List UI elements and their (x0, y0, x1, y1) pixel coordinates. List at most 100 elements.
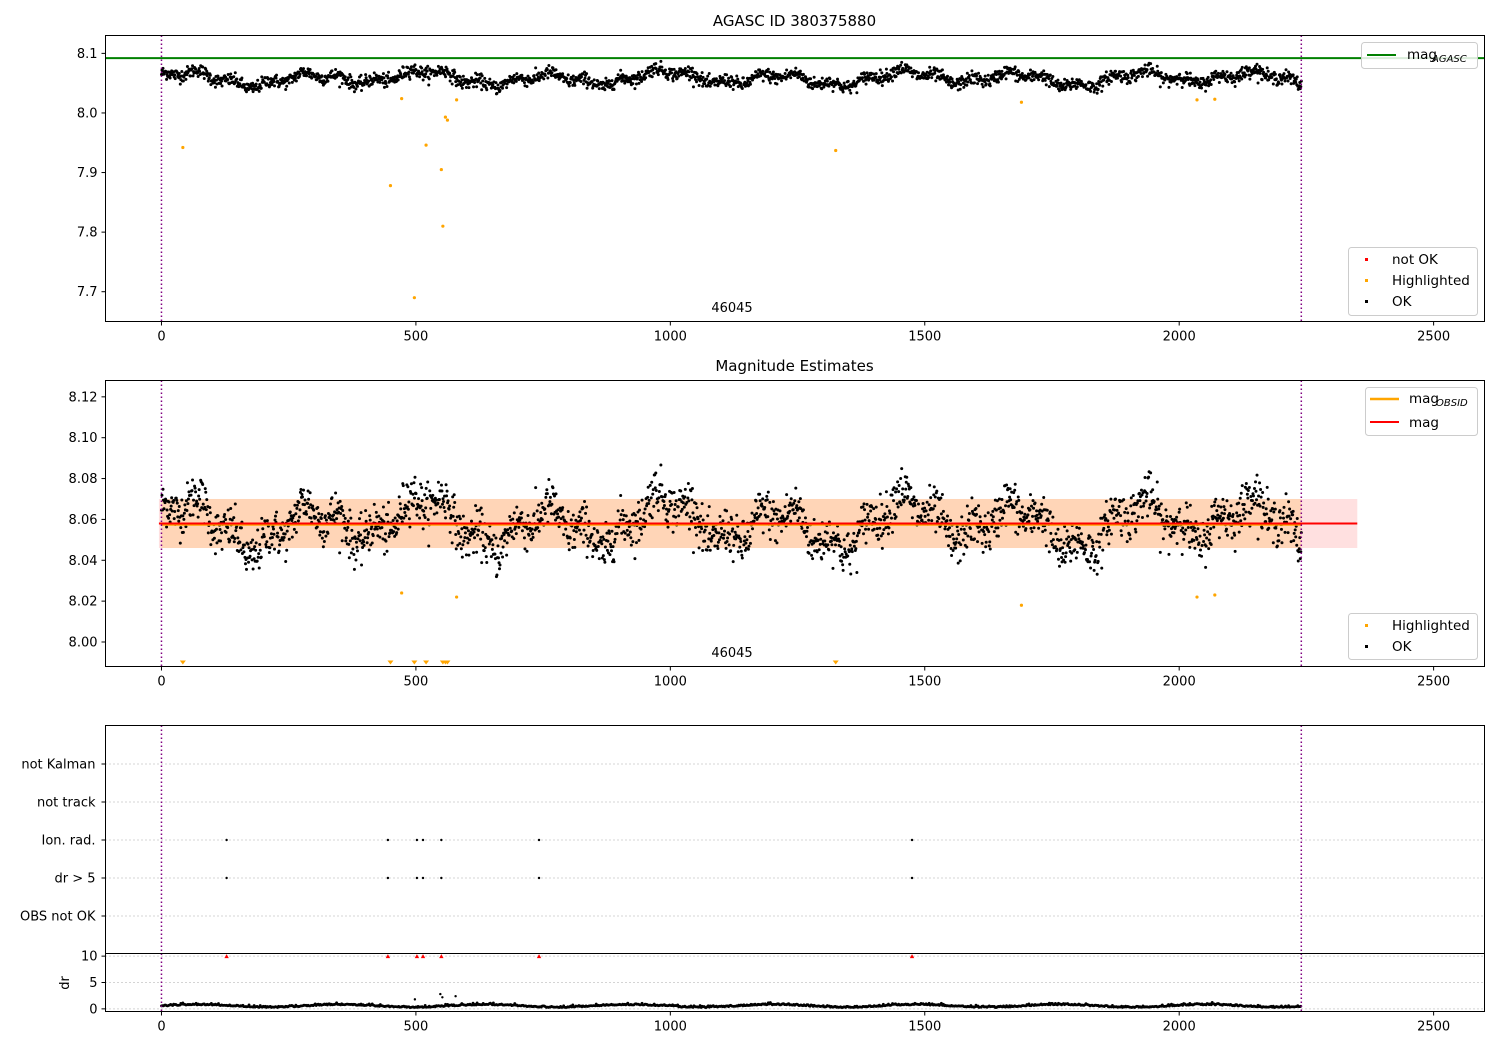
ok-point (1210, 71, 1214, 75)
ok-point (662, 499, 666, 503)
ok-point (207, 76, 211, 80)
ok-point (189, 493, 193, 497)
p2-ytick-label: 8.06 (69, 513, 98, 528)
ok-point (1104, 499, 1108, 503)
ok-point (1096, 559, 1100, 563)
ok-point (446, 499, 450, 503)
ok-point (470, 76, 474, 80)
ok-point (1197, 541, 1201, 545)
ok-point (637, 81, 641, 85)
ok-point (899, 477, 903, 481)
ok-point (739, 539, 743, 543)
ok-point (220, 531, 224, 535)
ok-point (855, 571, 859, 575)
highlighted-point (1195, 595, 1199, 599)
ok-point (568, 536, 572, 540)
ok-point (608, 542, 612, 546)
ok-point (1293, 528, 1297, 532)
ok-point (1279, 527, 1283, 531)
ok-point (550, 502, 554, 506)
ok-point (584, 533, 588, 537)
ok-point (352, 567, 356, 571)
ok-point (581, 506, 585, 510)
ok-point (791, 508, 795, 512)
flag-category-label: Ion. rad. (42, 834, 96, 849)
ok-point (775, 82, 779, 86)
ok-point (1158, 85, 1162, 89)
ok-point (1144, 499, 1148, 503)
ok-point (801, 508, 805, 512)
ok-point (395, 519, 399, 523)
ok-point (816, 538, 820, 542)
ok-point (768, 81, 772, 85)
ok-point (1120, 533, 1124, 537)
ok-point (627, 533, 631, 537)
ok-point (265, 519, 269, 523)
ok-point (895, 487, 899, 491)
ok-point (287, 537, 291, 541)
ok-point (583, 76, 587, 80)
ok-point (420, 499, 424, 503)
ok-point (1109, 532, 1113, 536)
p1-ytick-label: 7.7 (77, 285, 98, 300)
ok-point (495, 91, 499, 95)
ok-point (880, 71, 884, 75)
ok-point (429, 72, 433, 76)
ok-point (1202, 528, 1206, 532)
ok-point (945, 74, 949, 78)
ok-point (288, 510, 292, 514)
ok-point (867, 527, 871, 531)
ok-point (1191, 528, 1195, 532)
ok-point (864, 527, 868, 531)
ok-point (892, 486, 896, 490)
ok-point (874, 517, 878, 521)
ok-point (1260, 526, 1264, 530)
ok-point (244, 567, 248, 571)
ok-point (909, 502, 913, 506)
ok-point (1136, 515, 1140, 519)
ok-point (226, 78, 230, 82)
ok-point (1215, 509, 1219, 513)
ok-point (863, 518, 867, 522)
ok-point (226, 72, 230, 76)
ok-point (258, 548, 262, 552)
ok-point (1175, 82, 1179, 86)
ok-point (775, 541, 779, 545)
ok-point (293, 76, 297, 80)
ok-point (567, 84, 571, 88)
ok-point (522, 81, 526, 85)
ok-point (933, 504, 937, 508)
ok-point (750, 511, 754, 515)
ok-point (1083, 548, 1087, 552)
ok-point (358, 517, 362, 521)
ok-point (481, 79, 485, 83)
ok-point (745, 81, 749, 85)
ok-point (396, 527, 400, 531)
ok-point (921, 502, 925, 506)
ok-point (1107, 528, 1111, 532)
ok-point (1266, 69, 1270, 73)
ok-point (259, 555, 263, 559)
ok-point (444, 483, 448, 487)
ok-point (165, 77, 169, 81)
ok-point (1200, 86, 1204, 90)
ok-point (298, 508, 302, 512)
ok-point (739, 82, 743, 86)
ok-point (409, 65, 413, 69)
ok-point (1125, 540, 1129, 544)
ok-point (801, 72, 805, 76)
ok-point (967, 511, 971, 515)
ok-point (222, 515, 226, 519)
ok-point (588, 539, 592, 543)
ok-point (344, 536, 348, 540)
ok-point (478, 508, 482, 512)
ok-point (773, 539, 777, 543)
ok-point (1117, 511, 1121, 515)
ok-point (759, 512, 763, 516)
ok-point (761, 497, 765, 501)
ok-point (754, 70, 758, 74)
below-range-marker (423, 660, 430, 665)
ok-point (1107, 82, 1111, 86)
ok-point (321, 545, 325, 549)
ok-point (706, 74, 710, 78)
